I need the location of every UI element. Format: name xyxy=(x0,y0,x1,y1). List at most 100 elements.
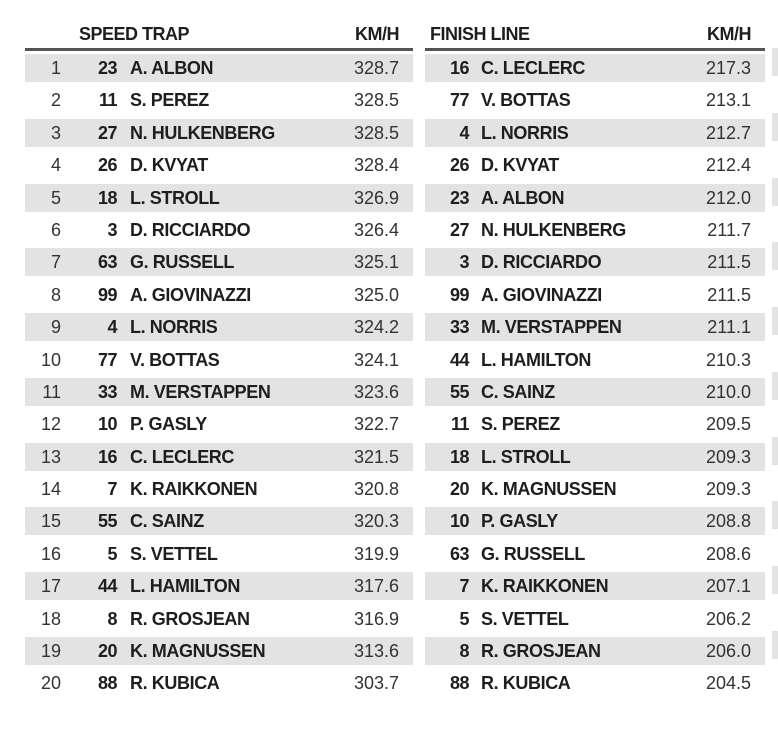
car-number: 4 xyxy=(107,317,117,338)
speed-trap-table: SPEED TRAP KM/H 1 23 A. ALBON 328.7 2 11 S. PE… xyxy=(25,22,413,702)
row-stripe xyxy=(772,663,778,691)
next-table-edge xyxy=(772,48,778,688)
speed-value: 321.5 xyxy=(353,446,399,467)
speed-value: 323.6 xyxy=(353,381,399,402)
speed-value: 328.4 xyxy=(353,155,399,176)
row-stripe xyxy=(772,275,778,303)
driver-name: A. GIOVINAZZI xyxy=(130,284,251,305)
driver-name: A. ALBON xyxy=(130,58,214,78)
table-row: 13 16 C. LECLERC 321.5 xyxy=(25,442,413,471)
table-row: 12 10 P. GASLY 322.7 xyxy=(25,410,413,438)
speed-value: 211.5 xyxy=(707,284,751,305)
speed-value: 326.4 xyxy=(353,219,399,240)
driver-name: A. ALBON xyxy=(481,187,565,208)
row-stripe xyxy=(772,566,778,595)
row-stripe xyxy=(772,340,778,368)
speed-value: 320.3 xyxy=(353,511,399,532)
row-stripe xyxy=(772,145,778,173)
driver-name: K. RAIKKONEN xyxy=(481,576,609,597)
driver-name: V. BOTTAS xyxy=(130,349,220,370)
car-number: 20 xyxy=(449,479,470,500)
table-row: 4 L. NORRIS 212.7 xyxy=(425,118,765,147)
speed-trap-title: SPEED TRAP xyxy=(79,24,190,44)
speed-value: 204.5 xyxy=(705,673,751,694)
car-number: 18 xyxy=(449,446,470,467)
position: 8 xyxy=(50,284,61,305)
car-number: 10 xyxy=(97,414,118,435)
position: 10 xyxy=(40,349,61,370)
driver-name: D. KVYAT xyxy=(481,155,559,176)
row-stripe xyxy=(772,210,778,238)
speed-value: 325.1 xyxy=(353,252,399,273)
row-stripe xyxy=(772,112,778,141)
car-number: 33 xyxy=(449,317,470,338)
driver-name: K. MAGNUSSEN xyxy=(481,479,617,500)
car-number: 8 xyxy=(459,641,469,662)
position: 5 xyxy=(50,187,61,208)
position: 1 xyxy=(50,58,61,78)
car-number: 8 xyxy=(107,608,117,629)
car-number: 44 xyxy=(449,349,470,370)
table-row: 16 5 S. VETTEL 319.9 xyxy=(25,540,413,568)
speed-value: 213.1 xyxy=(705,90,751,111)
driver-name: P. GASLY xyxy=(481,511,558,532)
speed-trap-unit: KM/H xyxy=(355,24,400,44)
table-row: 33 M. VERSTAPPEN 211.1 xyxy=(425,313,765,342)
row-stripe xyxy=(772,80,778,108)
position: 19 xyxy=(40,641,61,662)
position: 11 xyxy=(42,381,61,402)
speed-value: 206.2 xyxy=(705,608,751,629)
speed-value: 210.0 xyxy=(705,381,751,402)
row-stripe xyxy=(772,242,778,271)
car-number: 20 xyxy=(97,641,118,662)
table-row: 8 99 A. GIOVINAZZI 325.0 xyxy=(25,281,413,309)
row-stripe xyxy=(772,48,778,76)
position: 7 xyxy=(50,252,61,273)
driver-name: G. RUSSELL xyxy=(130,252,235,273)
speed-value: 211.1 xyxy=(707,317,751,338)
finish-line-header: FINISH LINE KM/H xyxy=(425,22,765,48)
car-number: 55 xyxy=(97,511,118,532)
car-number: 99 xyxy=(97,284,118,305)
table-row: 5 18 L. STROLL 326.9 xyxy=(25,183,413,212)
speed-value: 208.8 xyxy=(705,511,751,532)
driver-name: R. GROSJEAN xyxy=(481,641,601,662)
speed-value: 211.7 xyxy=(707,219,751,240)
position: 2 xyxy=(50,90,61,111)
car-number: 11 xyxy=(98,90,118,111)
driver-name: A. GIOVINAZZI xyxy=(481,284,602,305)
table-row: 19 20 K. MAGNUSSEN 313.6 xyxy=(25,637,413,666)
position: 3 xyxy=(50,122,61,143)
speed-value: 217.3 xyxy=(705,58,751,78)
car-number: 23 xyxy=(97,58,118,78)
position: 18 xyxy=(40,608,61,629)
table-row: 7 K. RAIKKONEN 207.1 xyxy=(425,572,765,601)
position: 4 xyxy=(50,155,61,176)
driver-name: N. HULKENBERG xyxy=(130,122,275,143)
row-stripe xyxy=(772,599,778,627)
speed-value: 210.3 xyxy=(705,349,751,370)
header-rule xyxy=(25,48,413,51)
driver-name: D. RICCIARDO xyxy=(481,252,602,273)
row-stripe xyxy=(772,177,778,206)
position: 13 xyxy=(40,446,61,467)
speed-value: 328.5 xyxy=(353,90,399,111)
speed-value: 320.8 xyxy=(353,479,399,500)
table-row: 3 D. RICCIARDO 211.5 xyxy=(425,248,765,277)
driver-name: V. BOTTAS xyxy=(481,90,571,111)
table-row: 88 R. KUBICA 204.5 xyxy=(425,669,765,697)
car-number: 26 xyxy=(97,155,118,176)
row-stripe xyxy=(772,436,778,465)
car-number: 16 xyxy=(97,446,118,467)
driver-name: C. SAINZ xyxy=(130,511,204,532)
speed-value: 324.2 xyxy=(353,317,399,338)
car-number: 77 xyxy=(97,349,118,370)
position: 17 xyxy=(40,576,61,597)
header-rule xyxy=(425,48,765,51)
driver-name: G. RUSSELL xyxy=(481,543,586,564)
speed-value: 209.3 xyxy=(705,479,751,500)
driver-name: L. HAMILTON xyxy=(481,349,591,370)
driver-name: L. HAMILTON xyxy=(130,576,240,597)
car-number: 16 xyxy=(449,58,470,78)
driver-name: L. NORRIS xyxy=(481,122,569,143)
